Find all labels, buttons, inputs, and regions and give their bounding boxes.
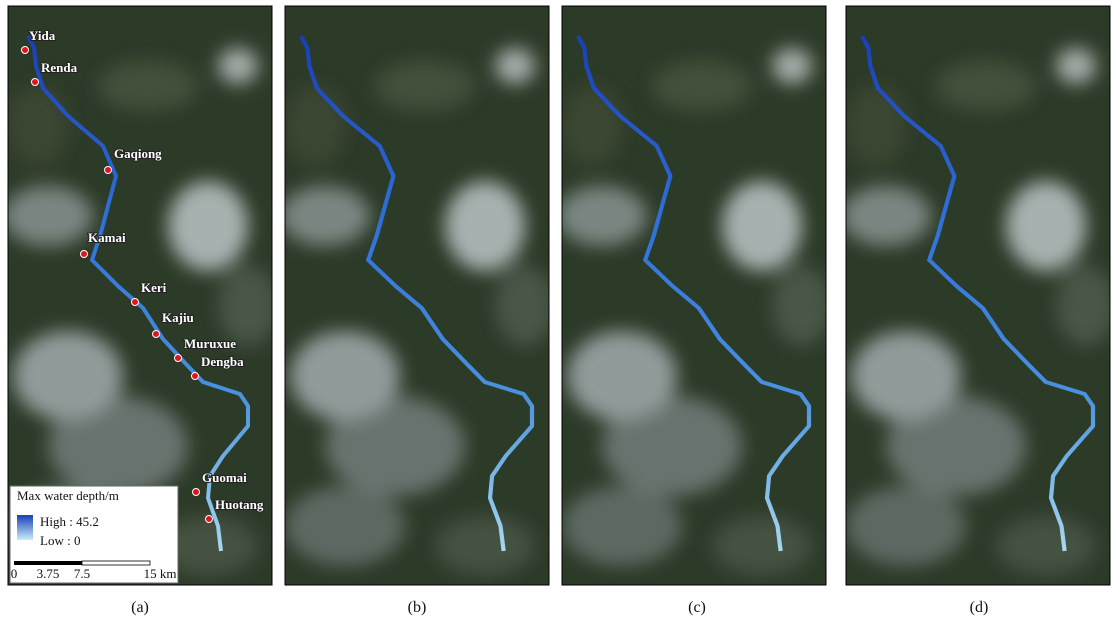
place-marker — [175, 355, 182, 362]
place-marker — [153, 331, 160, 338]
place-label: Huotang — [215, 497, 264, 512]
place-marker — [192, 373, 199, 380]
panel-label: (d) — [970, 599, 989, 616]
place-label: Guomai — [202, 470, 247, 485]
scale-label: 15 km — [144, 566, 177, 581]
panel-c — [557, 6, 832, 586]
panel-d — [841, 6, 1114, 586]
place-marker — [193, 489, 200, 496]
place-marker — [22, 47, 29, 54]
legend-ramp — [17, 515, 33, 540]
place-label: Yida — [29, 28, 56, 43]
scale-bar — [14, 561, 82, 565]
place-marker — [206, 516, 213, 523]
place-marker — [32, 79, 39, 86]
legend: Max water depth/m High : 45.2 Low : 0 0 … — [10, 486, 178, 583]
place-label: Gaqiong — [114, 146, 162, 161]
scale-bar — [82, 561, 150, 565]
place-label: Renda — [41, 60, 78, 75]
place-label: Kamai — [88, 230, 126, 245]
scale-label: 7.5 — [74, 566, 90, 581]
figure: Yida Renda Gaqiong Kamai Keri Kajiu Muruxue Den… — [0, 0, 1114, 620]
place-label: Kajiu — [162, 310, 194, 325]
place-label: Keri — [141, 280, 167, 295]
place-marker — [132, 299, 139, 306]
place-marker — [105, 167, 112, 174]
panel-label: (b) — [408, 599, 427, 616]
legend-low: Low : 0 — [40, 533, 80, 548]
legend-high: High : 45.2 — [40, 514, 99, 529]
panel-label: (a) — [131, 599, 149, 616]
scale-label: 0 — [11, 566, 18, 581]
panel-b — [280, 6, 555, 586]
scale-label: 3.75 — [37, 566, 60, 581]
legend-title: Max water depth/m — [17, 488, 119, 503]
place-marker — [81, 251, 88, 258]
place-label: Dengba — [201, 354, 244, 369]
place-label: Muruxue — [184, 336, 236, 351]
panel-label: (c) — [688, 599, 706, 616]
